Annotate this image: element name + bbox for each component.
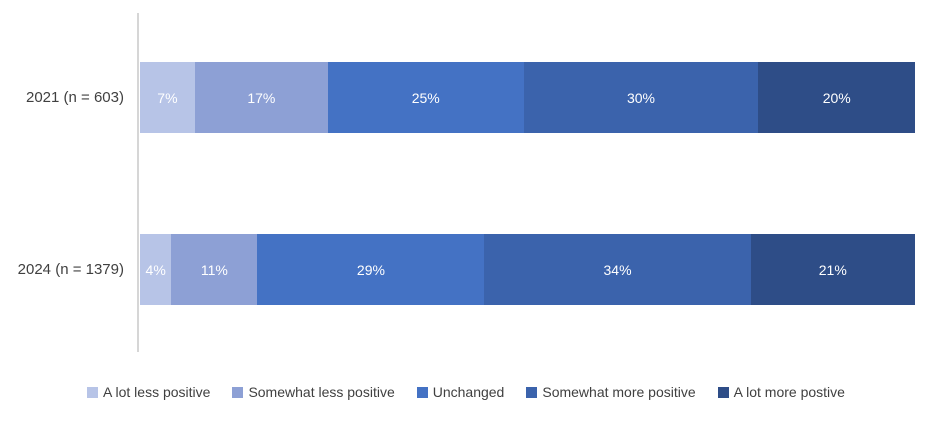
data-label: 34% <box>603 261 632 278</box>
legend: A lot less positive Somewhat less positiv… <box>0 384 932 400</box>
legend-label: Somewhat less positive <box>248 384 395 400</box>
legend-label: A lot more postive <box>733 384 845 400</box>
data-label: 11% <box>200 261 228 278</box>
legend-item: A lot less positive <box>87 384 210 400</box>
data-label: 29% <box>356 261 385 278</box>
bar-row: 7% 17% 25% 30% 20% <box>140 62 915 133</box>
category-label: 2021 (n = 603) <box>26 89 124 106</box>
data-label: 20% <box>822 89 851 106</box>
data-label: 17% <box>247 89 276 106</box>
data-label: 7% <box>157 89 178 106</box>
legend-swatch-icon <box>416 386 428 398</box>
data-label: 25% <box>411 89 440 106</box>
legend-swatch-icon <box>717 386 729 398</box>
legend-label: Somewhat more positive <box>542 384 696 400</box>
bar-segment: 20% <box>758 62 915 133</box>
data-label: 4% <box>145 261 166 278</box>
data-label: 21% <box>818 261 847 278</box>
bar-segment: 30% <box>523 62 759 133</box>
bar-segment: 25% <box>327 62 524 133</box>
bar-segment: 17% <box>194 62 328 133</box>
legend-swatch-icon <box>87 386 99 398</box>
bar-segment: 34% <box>484 234 751 305</box>
bar-segment: 4% <box>140 234 172 305</box>
legend-item: A lot more postive <box>717 384 845 400</box>
legend-label: Unchanged <box>432 384 505 400</box>
data-label: 30% <box>626 89 656 106</box>
bar-segment: 11% <box>171 234 258 305</box>
legend-item: Unchanged <box>416 384 505 400</box>
legend-swatch-icon <box>232 386 244 398</box>
bar-segment: 29% <box>257 234 485 305</box>
legend-item: Somewhat more positive <box>526 384 696 400</box>
bar-row: 4% 11% 29% 34% 21% <box>140 234 915 305</box>
y-axis-line <box>137 13 139 352</box>
bar-segment: 7% <box>140 62 195 133</box>
bar-segment: 21% <box>750 234 915 305</box>
category-label: 2024 (n = 1379) <box>17 261 124 278</box>
legend-item: Somewhat less positive <box>232 384 395 400</box>
legend-swatch-icon <box>526 386 538 398</box>
legend-label: A lot less positive <box>103 384 211 400</box>
